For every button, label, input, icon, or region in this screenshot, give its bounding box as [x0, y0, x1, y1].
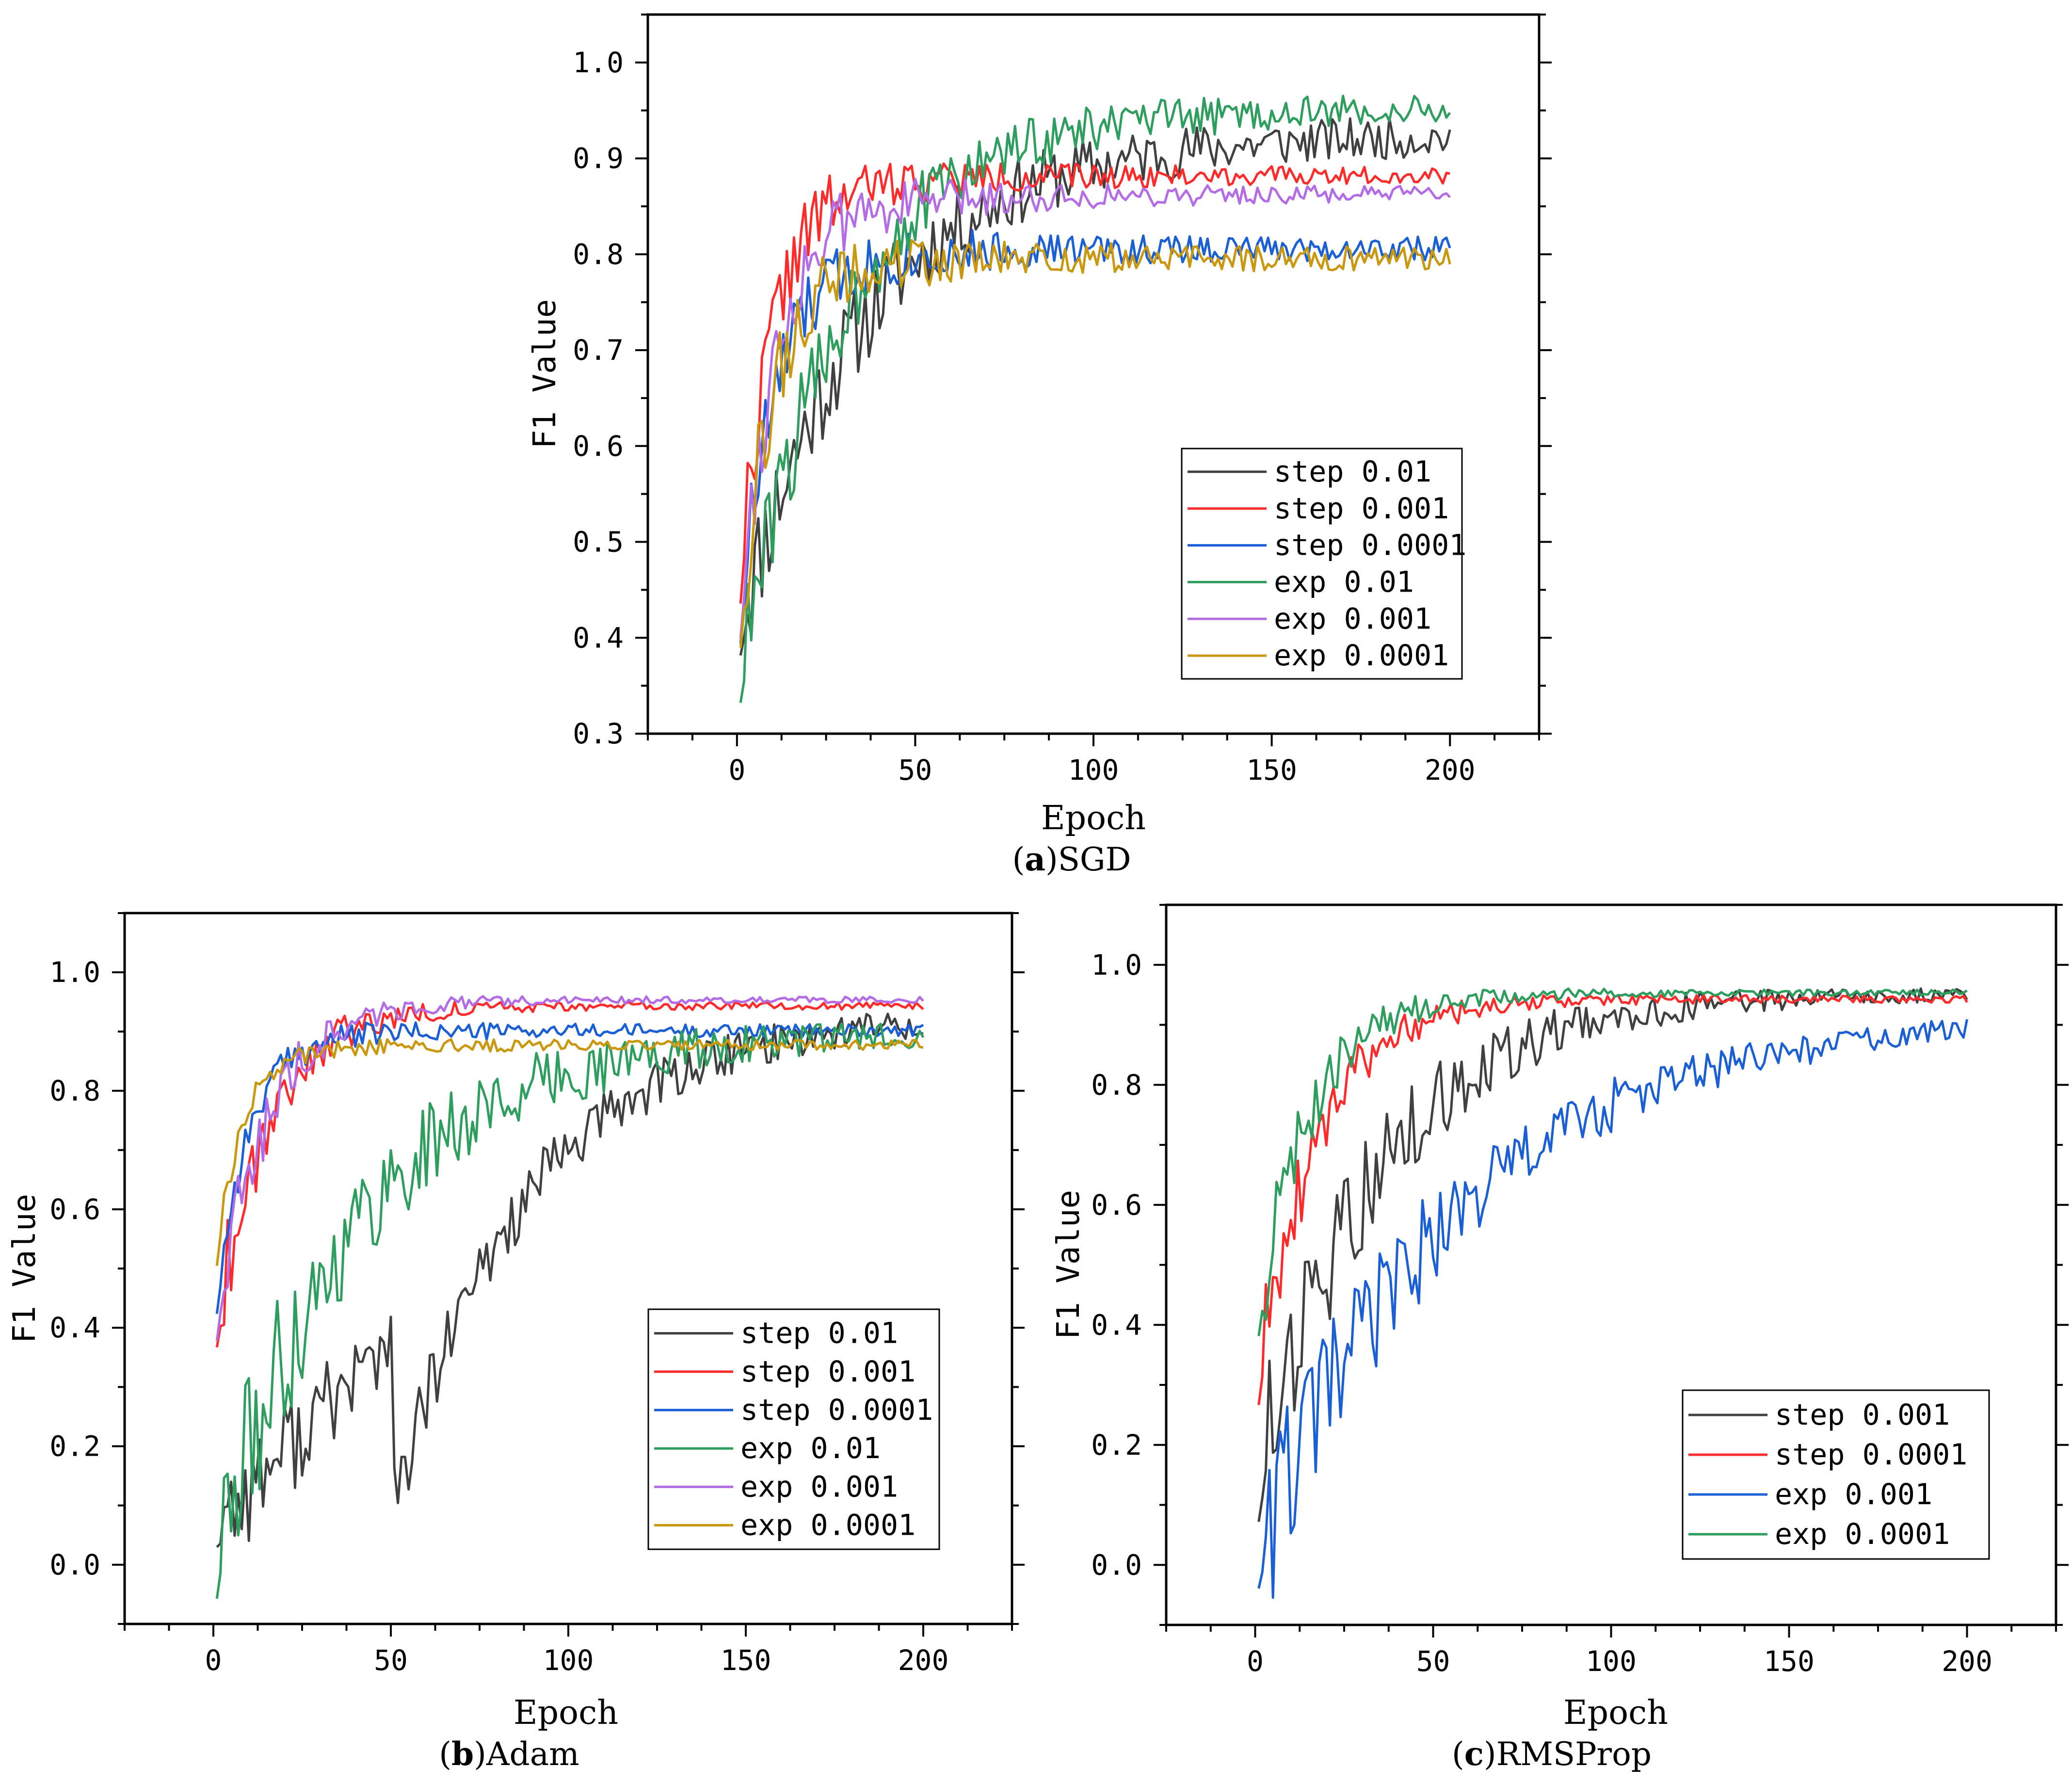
x-axis-label: Epoch — [1041, 799, 1146, 837]
axis-ticks: 0 50 100 150 200 0.0 0.2 0.4 0.6 0.8 1.0 — [1091, 904, 2069, 1678]
x-tick-label: 150 — [1246, 754, 1297, 787]
legend-box — [1682, 1389, 1990, 1560]
caption-a: (a)SGD — [1012, 840, 1131, 878]
x-tick-label: 50 — [374, 1644, 408, 1677]
x-tick-label: 100 — [543, 1644, 594, 1677]
y-tick-label: 0.4 — [1091, 1308, 1142, 1341]
y-tick-label: 0.6 — [1091, 1189, 1142, 1221]
legend-label: step 0.01 — [740, 1317, 898, 1350]
legend-label: exp 0.0001 — [1775, 1517, 1950, 1551]
y-tick-label: 0.8 — [573, 238, 624, 271]
y-tick-label: 0.6 — [573, 430, 624, 463]
y-tick-label: 1.0 — [1091, 948, 1142, 981]
series-lines — [215, 995, 925, 1599]
legend-label: step 0.0001 — [1775, 1438, 1967, 1472]
y-tick-label: 0.0 — [49, 1548, 100, 1581]
x-tick-label: 50 — [898, 754, 932, 787]
x-axis-label: Epoch — [1563, 1694, 1668, 1732]
y-tick-label: 0.8 — [49, 1075, 100, 1108]
legend-label: exp 0.0001 — [740, 1508, 916, 1542]
legend-label: step 0.0001 — [1274, 529, 1466, 562]
y-axis-label: F1 Value — [1051, 1190, 1087, 1339]
y-tick-label: 1.0 — [573, 46, 624, 79]
legend: step 0.001 step 0.0001 exp 0.001 exp 0.0001 — [1682, 1389, 1990, 1560]
legend-label: step 0.0001 — [740, 1393, 933, 1427]
series-line-exp-001 — [739, 95, 1451, 703]
legend-label: exp 0.01 — [740, 1431, 881, 1465]
x-tick-label: 0 — [728, 754, 745, 787]
y-tick-label: 0.5 — [573, 526, 624, 559]
legend-label: step 0.01 — [1274, 455, 1431, 489]
x-tick-label: 50 — [1416, 1645, 1450, 1678]
series-line-exp-00001 — [215, 1038, 924, 1266]
y-tick-label: 0.6 — [49, 1193, 100, 1226]
axis-ticks: 0 50 100 150 200 0.3 0.4 0.5 0.6 0.7 0.8 0.9 1.0 — [573, 14, 1552, 787]
x-tick-label: 100 — [1586, 1645, 1637, 1678]
y-tick-label: 0.2 — [1091, 1429, 1142, 1462]
legend-label: exp 0.001 — [740, 1470, 898, 1504]
y-tick-label: 0.7 — [573, 334, 624, 367]
series-line-exp-0001 — [739, 177, 1451, 639]
axis-ticks: 0 50 100 150 200 0.0 0.2 0.4 0.6 0.8 1.0 — [49, 912, 1025, 1677]
series-line-step-001 — [739, 116, 1451, 656]
legend: step 0.01 step 0.001 step 0.0001 exp 0.01 ex… — [647, 1308, 940, 1550]
legend-box — [1181, 448, 1463, 680]
x-tick-label: 150 — [1764, 1645, 1815, 1678]
series-line-exp-00001 — [739, 239, 1451, 648]
y-tick-label: 0.8 — [1091, 1068, 1142, 1101]
y-tick-label: 0.0 — [1091, 1548, 1142, 1581]
x-axis-label: Epoch — [514, 1694, 618, 1732]
y-tick-label: 0.2 — [49, 1430, 100, 1463]
x-tick-label: 200 — [898, 1644, 949, 1677]
legend-label: exp 0.001 — [1274, 602, 1431, 636]
y-tick-label: 0.4 — [49, 1311, 100, 1344]
legend-label: exp 0.0001 — [1274, 639, 1449, 673]
caption-c: (c)RMSProp — [1452, 1735, 1652, 1773]
x-tick-label: 0 — [1247, 1645, 1264, 1678]
legend-label: exp 0.001 — [1775, 1478, 1932, 1511]
caption-b: (b)Adam — [439, 1735, 579, 1773]
legend-label: step 0.001 — [1775, 1398, 1950, 1432]
x-tick-label: 200 — [1425, 754, 1476, 787]
series-line-step-00001 — [1257, 994, 1968, 1405]
legend-label: exp 0.01 — [1274, 565, 1414, 599]
x-tick-label: 0 — [205, 1644, 222, 1677]
legend-label: step 0.001 — [1274, 492, 1449, 526]
series-line-exp-001 — [215, 1022, 925, 1599]
x-tick-label: 200 — [1942, 1645, 1992, 1678]
y-tick-label: 0.9 — [573, 142, 624, 175]
y-axis-label: F1 Value — [7, 1194, 43, 1343]
y-tick-label: 1.0 — [49, 956, 100, 989]
legend-label: step 0.001 — [740, 1355, 916, 1389]
x-tick-label: 150 — [721, 1644, 771, 1677]
series-line-step-0001 — [215, 1000, 924, 1348]
series-line-exp-00001 — [1257, 987, 1968, 1336]
x-tick-label: 100 — [1068, 754, 1119, 787]
legend-box — [647, 1308, 940, 1550]
series-line-step-0001 — [739, 162, 1450, 604]
series-lines — [1257, 987, 1968, 1599]
y-tick-label: 0.4 — [573, 621, 624, 654]
y-tick-label: 0.3 — [573, 717, 624, 750]
series-line-exp-0001 — [1257, 1019, 1968, 1599]
y-axis-label: F1 Value — [527, 299, 563, 449]
series-lines — [739, 95, 1451, 703]
panel-a: 0 50 100 150 200 0.3 0.4 0.5 0.6 0.7 0.8 0.9 1.0 F1 … — [527, 13, 1552, 878]
series-line-exp-0001 — [215, 995, 924, 1341]
